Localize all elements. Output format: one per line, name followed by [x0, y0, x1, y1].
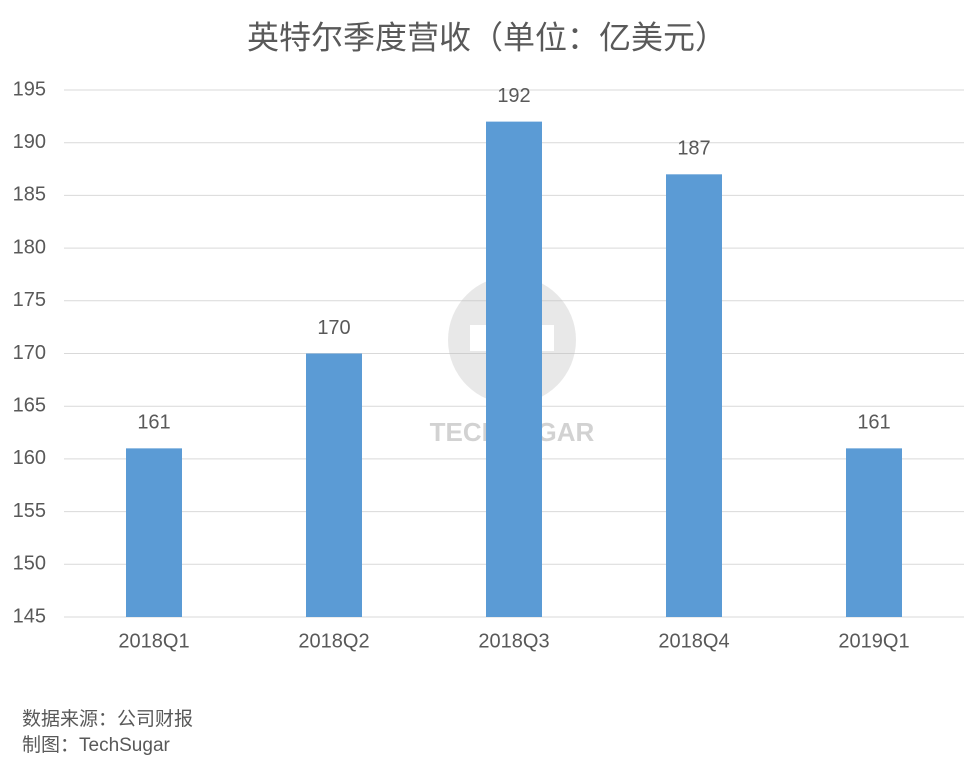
data-label: 192 [497, 85, 530, 107]
source-note: 数据来源：公司财报 [22, 708, 193, 730]
data-label: 161 [857, 412, 890, 434]
bar [126, 448, 182, 617]
y-tick-label: 170 [13, 342, 46, 364]
credit-note: 制图：TechSugar [22, 734, 171, 756]
y-tick-label: 155 [13, 500, 46, 522]
bar [306, 353, 362, 617]
chart-title: 英特尔季度营收（单位：亿美元） [247, 19, 727, 55]
y-tick-label: 180 [13, 236, 46, 258]
bar [486, 121, 542, 618]
data-label: 187 [677, 138, 710, 160]
x-tick-label: 2018Q2 [298, 630, 369, 652]
y-tick-label: 145 [13, 605, 46, 627]
data-label: 170 [317, 317, 350, 339]
bar [846, 448, 902, 617]
y-tick-label: 165 [13, 394, 46, 416]
y-tick-label: 150 [13, 553, 46, 575]
x-tick-label: 2019Q1 [838, 630, 909, 652]
y-tick-label: 185 [13, 184, 46, 206]
bar [666, 174, 722, 617]
y-tick-label: 195 [13, 78, 46, 100]
data-label: 161 [137, 412, 170, 434]
y-tick-label: 175 [13, 289, 46, 311]
y-tick-label: 190 [13, 131, 46, 153]
x-tick-label: 2018Q3 [478, 630, 549, 652]
x-tick-label: 2018Q4 [658, 630, 729, 652]
x-tick-label: 2018Q1 [118, 630, 189, 652]
y-tick-label: 160 [13, 447, 46, 469]
